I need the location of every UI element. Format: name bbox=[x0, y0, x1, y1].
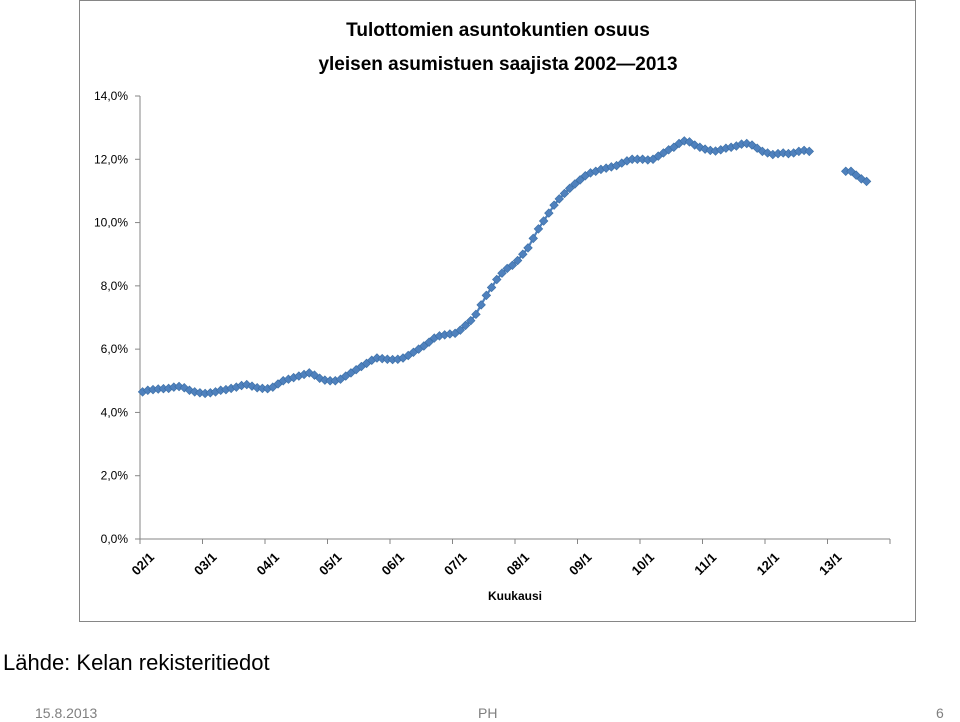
data-point bbox=[559, 188, 570, 199]
y-tick-label: 12,0% bbox=[94, 152, 128, 166]
x-tick-label: 03/1 bbox=[191, 550, 220, 579]
series-line-segment bbox=[142, 139, 810, 395]
data-point bbox=[533, 224, 544, 234]
series-line bbox=[137, 136, 872, 399]
data-point bbox=[486, 282, 497, 293]
x-tick-label: 06/1 bbox=[379, 550, 408, 579]
x-tick-label: 13/1 bbox=[816, 550, 845, 579]
data-point bbox=[742, 138, 752, 149]
data-point bbox=[518, 249, 528, 259]
data-point bbox=[481, 290, 492, 301]
data-point bbox=[455, 325, 466, 335]
chart-title-line-1: Tulottomien asuntokuntien osuus bbox=[346, 20, 650, 41]
data-point bbox=[309, 370, 320, 380]
data-point bbox=[497, 268, 507, 278]
chart-frame: Tulottomien asuntokuntien osuus yleisen … bbox=[79, 0, 916, 622]
data-point bbox=[242, 379, 252, 390]
x-axis: 02/1 03/1 04/1 05/1 06/1 07/1 08/1 09/1 10/1 11/1… bbox=[129, 538, 891, 579]
x-tick-label: 07/1 bbox=[441, 550, 470, 579]
data-point bbox=[424, 337, 434, 347]
data-point bbox=[752, 143, 762, 153]
x-tick-label: 02/1 bbox=[129, 550, 158, 579]
x-tick-label: 12/1 bbox=[754, 550, 783, 579]
x-tick-label: 10/1 bbox=[629, 550, 658, 579]
y-tick-label: 10,0% bbox=[94, 216, 128, 230]
data-point bbox=[492, 274, 502, 285]
data-point bbox=[861, 176, 872, 187]
data-point bbox=[314, 373, 325, 383]
source-note: Lähde: Kelan rekisteritiedot bbox=[3, 650, 270, 675]
x-tick-label: 04/1 bbox=[254, 550, 283, 579]
x-tick-label: 09/1 bbox=[566, 550, 595, 579]
data-point bbox=[512, 255, 523, 266]
data-point bbox=[689, 140, 700, 150]
line-chart: Tulottomien asuntokuntien osuus yleisen … bbox=[94, 20, 891, 603]
data-point bbox=[304, 368, 314, 378]
x-axis-label: Kuukausi bbox=[488, 589, 542, 603]
y-tick-label: 4,0% bbox=[101, 405, 129, 419]
data-point bbox=[695, 142, 705, 152]
data-point bbox=[799, 145, 809, 156]
data-point bbox=[549, 200, 559, 210]
y-tick-label: 2,0% bbox=[101, 469, 129, 483]
footer-date: 15.8.2013 bbox=[35, 705, 98, 721]
data-point bbox=[846, 166, 856, 177]
data-point bbox=[570, 179, 580, 189]
data-point bbox=[174, 381, 184, 392]
footer-author: PH bbox=[478, 705, 498, 721]
data-point bbox=[179, 383, 189, 393]
data-point bbox=[528, 233, 538, 244]
data-point bbox=[471, 309, 481, 320]
data-point bbox=[466, 315, 476, 326]
data-point bbox=[476, 300, 486, 310]
y-tick-label: 14,0% bbox=[94, 89, 128, 103]
page-number: 6 bbox=[936, 705, 944, 721]
data-point bbox=[460, 320, 471, 331]
y-tick-label: 6,0% bbox=[101, 342, 129, 356]
data-point bbox=[575, 175, 585, 185]
data-point bbox=[538, 216, 549, 226]
data-point bbox=[523, 243, 533, 253]
y-tick-label: 8,0% bbox=[101, 279, 129, 293]
data-point bbox=[554, 194, 564, 204]
data-point bbox=[804, 146, 814, 157]
data-point bbox=[564, 183, 575, 194]
y-axis: 0,0% 2,0% 4,0% 6,0% 8,0% 10,0% 12,0% 14,0% bbox=[94, 89, 141, 546]
data-point bbox=[184, 385, 195, 396]
x-tick-label: 11/1 bbox=[691, 550, 719, 578]
y-tick-label: 0,0% bbox=[101, 532, 129, 546]
x-tick-label: 08/1 bbox=[504, 550, 533, 579]
chart-title-line-2: yleisen asumistuen saajista 2002—2013 bbox=[318, 54, 677, 75]
data-point bbox=[507, 260, 518, 271]
data-point bbox=[544, 208, 554, 218]
x-tick-label: 05/1 bbox=[316, 550, 345, 579]
